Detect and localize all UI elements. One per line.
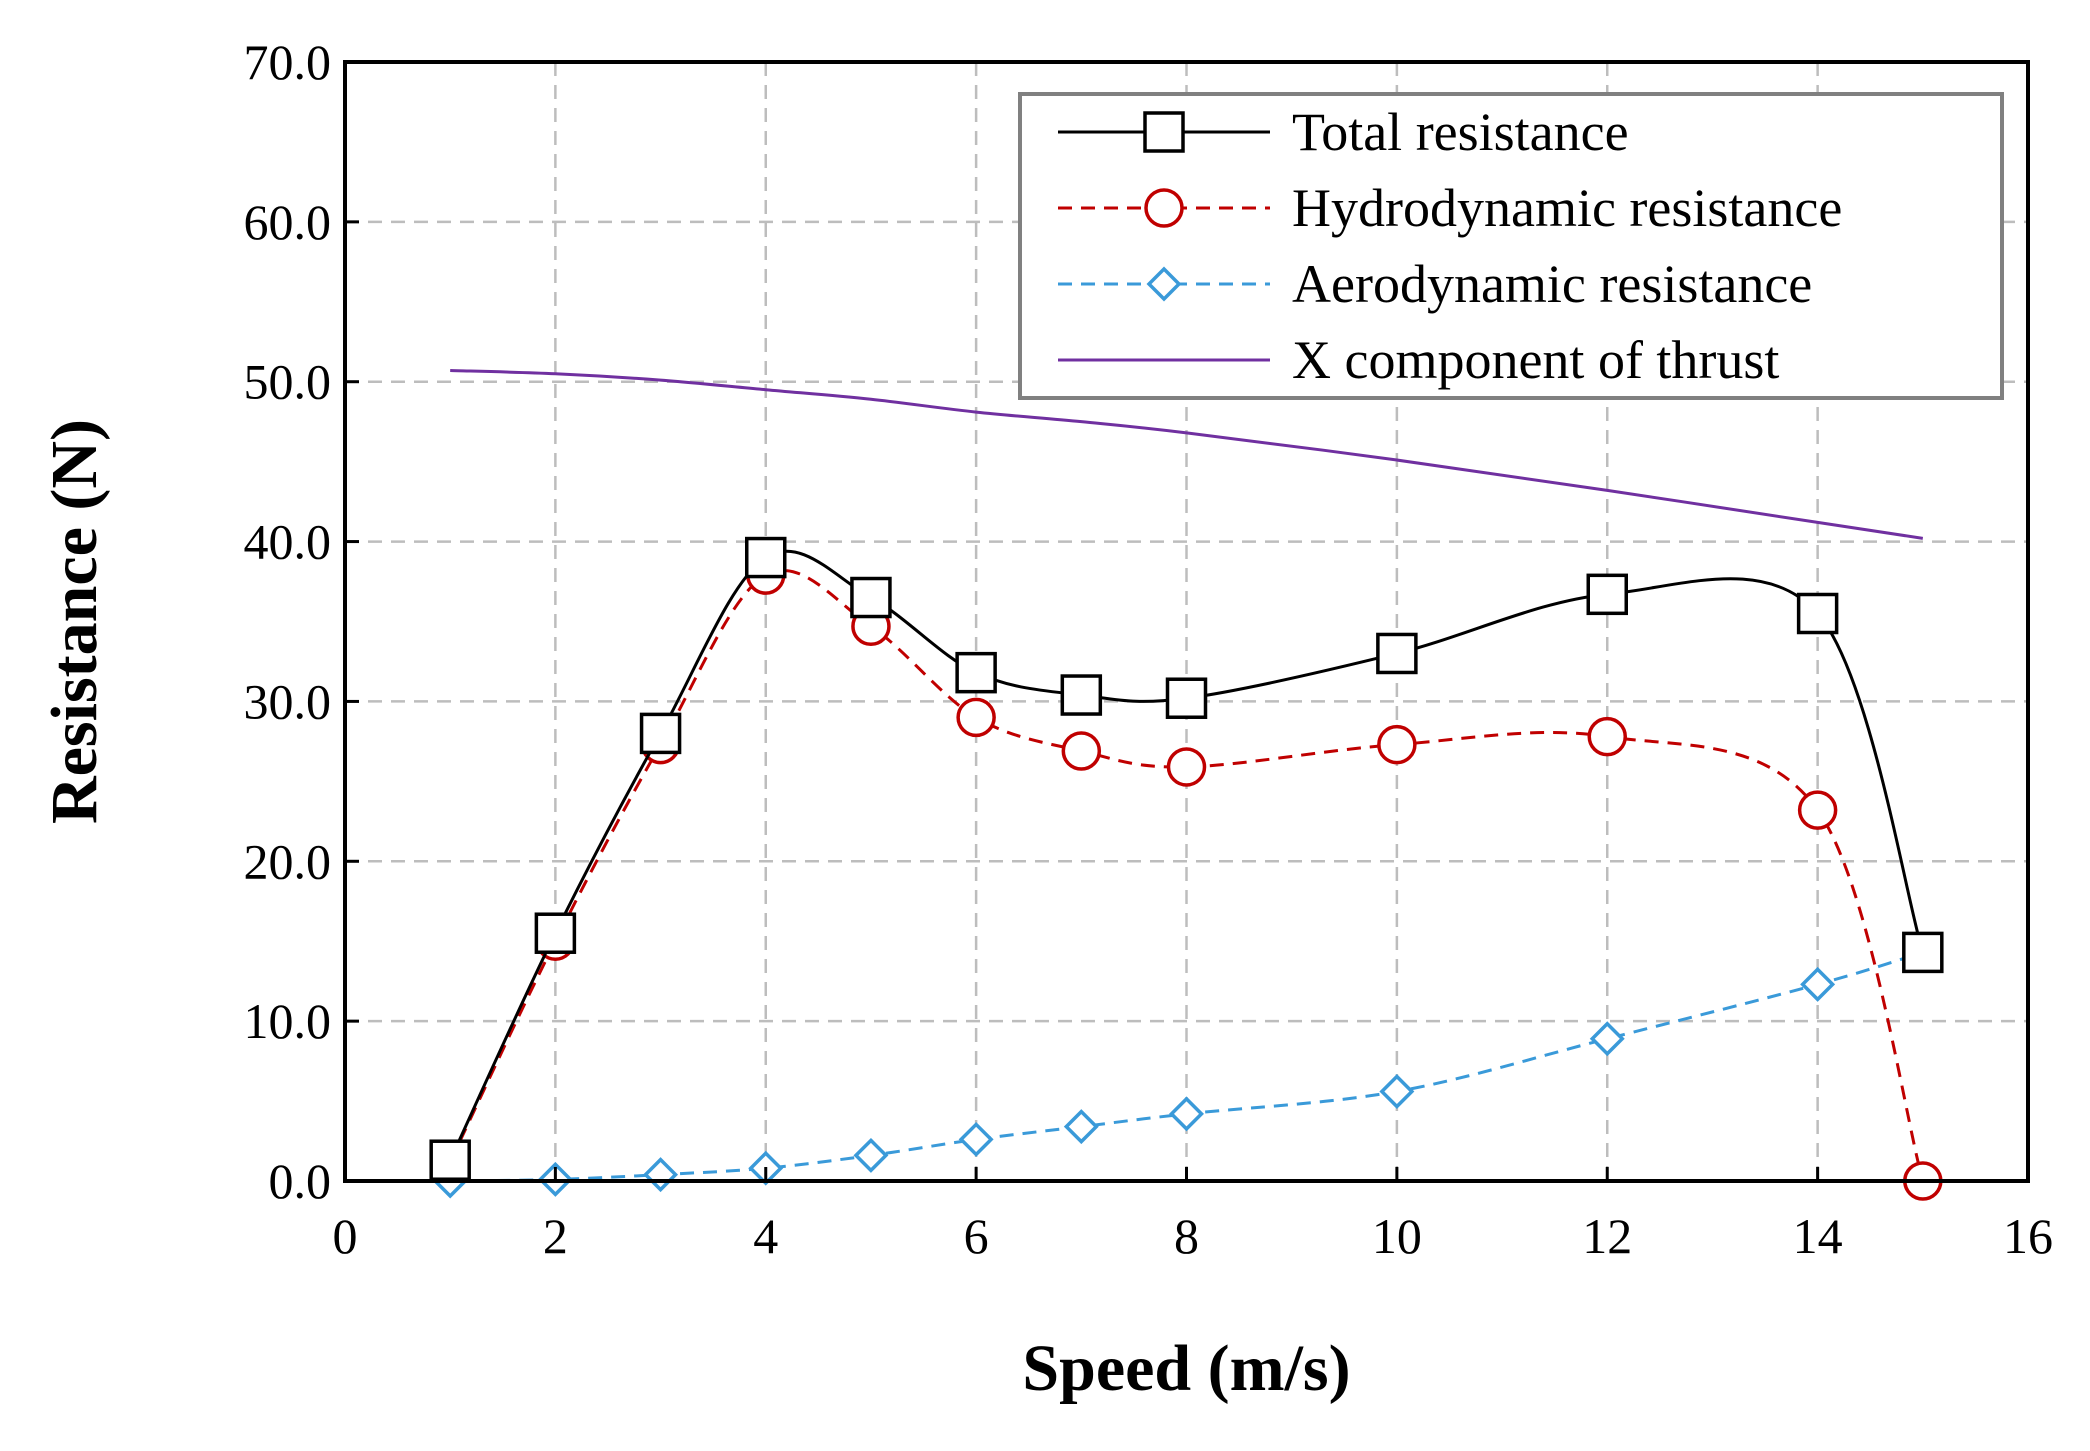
data-point-diamond — [958, 1121, 994, 1157]
data-point-diamond — [1589, 1021, 1625, 1057]
data-point-square — [1376, 632, 1418, 675]
legend-item: Hydrodynamic resistance — [1058, 178, 1842, 238]
y-tick-label: 0.0 — [269, 1153, 332, 1209]
data-point-diamond — [1063, 1109, 1099, 1145]
data-point-circle — [956, 697, 996, 738]
y-tick-label: 40.0 — [244, 514, 332, 570]
legend-label: X component of thrust — [1292, 330, 1779, 390]
legend-marker-circle — [1144, 188, 1184, 228]
data-point-diamond — [1379, 1074, 1415, 1109]
x-tick-label: 6 — [964, 1208, 989, 1264]
series-line — [450, 369, 1924, 540]
series-layer — [429, 369, 1944, 1201]
legend-item: Aerodynamic resistance — [1058, 254, 1812, 314]
data-point-square — [955, 651, 997, 694]
x-tick-label: 2 — [543, 1208, 568, 1264]
x-tick-label: 4 — [753, 1208, 778, 1264]
y-tick-label: 50.0 — [244, 354, 332, 410]
series-x-component-of-thrust — [450, 369, 1924, 540]
data-point-square — [429, 1139, 471, 1181]
data-point-square — [1586, 573, 1628, 616]
x-tick-label: 10 — [1372, 1208, 1422, 1264]
x-axis-ticks: 0 2 4 6 8 10 12 14 16 — [333, 1167, 2053, 1264]
y-tick-label: 20.0 — [244, 833, 332, 889]
data-point-square — [1796, 592, 1839, 635]
legend-marker-square — [1143, 111, 1185, 153]
y-axis-title: Resistance (N) — [38, 419, 111, 824]
x-tick-label: 8 — [1174, 1208, 1199, 1264]
y-tick-label: 30.0 — [244, 673, 332, 729]
series-line — [448, 549, 1925, 1161]
data-point-circle — [1377, 724, 1417, 765]
data-point-diamond — [853, 1137, 889, 1173]
x-tick-label: 14 — [1793, 1208, 1843, 1264]
legend: Total resistance Hydrodynamic resistance A… — [1018, 92, 2004, 400]
x-tick-label: 12 — [1582, 1208, 1632, 1264]
legend-label: Total resistance — [1292, 102, 1629, 162]
x-axis-title: Speed (m/s) — [1022, 1332, 1350, 1405]
data-point-square — [850, 576, 892, 619]
data-point-circle — [1061, 731, 1102, 771]
data-point-square — [1165, 677, 1208, 719]
data-point-square — [534, 912, 577, 954]
y-axis-ticks: 0.0 10.0 20.0 30.0 40.0 50.0 60.0 70.0 — [244, 34, 359, 1209]
y-tick-label: 10.0 — [244, 993, 332, 1049]
data-point-square — [1060, 674, 1103, 716]
legend-item: Total resistance — [1058, 102, 1629, 162]
data-point-circle — [1587, 716, 1627, 757]
data-point-circle — [1797, 790, 1838, 830]
data-point-diamond — [1169, 1096, 1204, 1132]
data-point-circle — [1166, 747, 1207, 787]
data-point-diamond — [1800, 966, 1836, 1002]
legend-label: Hydrodynamic resistance — [1292, 178, 1842, 238]
legend-marker-diamond — [1146, 266, 1182, 302]
series-total-resistance — [429, 536, 1944, 1181]
x-tick-label: 0 — [333, 1208, 358, 1264]
data-point-square — [745, 536, 787, 579]
legend-label: Aerodynamic resistance — [1292, 254, 1812, 314]
data-point-square — [1902, 931, 1944, 974]
legend-item: X component of thrust — [1058, 330, 1779, 390]
y-tick-label: 60.0 — [244, 194, 332, 250]
x-tick-label: 16 — [2003, 1208, 2053, 1264]
data-point-square — [639, 712, 682, 755]
y-tick-label: 70.0 — [244, 34, 332, 90]
